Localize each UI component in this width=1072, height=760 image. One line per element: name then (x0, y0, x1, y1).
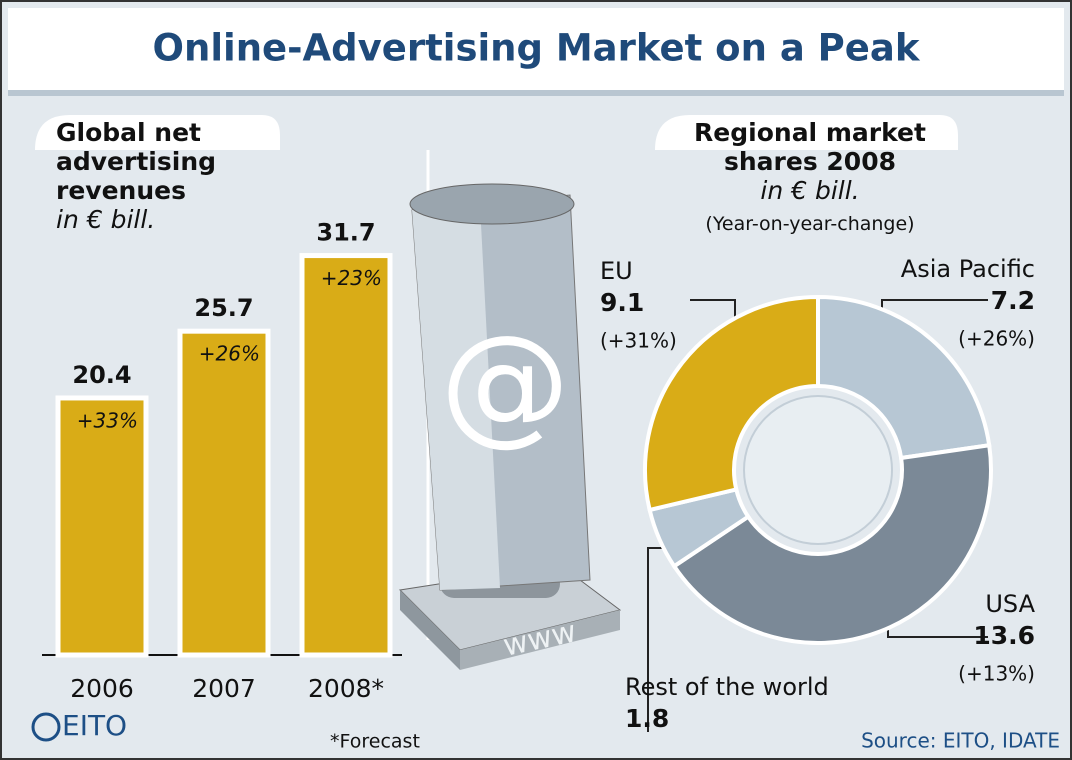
source: Source: EITO, IDATE (861, 729, 1060, 753)
bar-subtitle: in € bill. (56, 205, 156, 234)
bar-title: Global net advertising revenues (56, 118, 217, 205)
title-shadow (8, 90, 1064, 96)
logo: EITO (62, 709, 127, 742)
change-label: (+31%) (600, 329, 677, 353)
logo-globe (31, 712, 61, 742)
pillar-illustration: @ www (398, 183, 622, 670)
footnote: *Forecast (330, 731, 420, 753)
bar (177, 328, 271, 658)
pie-subtitle: in € bill. (760, 176, 860, 205)
change-label: (+26%) (958, 327, 1035, 351)
category-label: EU (600, 257, 633, 285)
donut-segment (816, 294, 992, 461)
value-label: 13.6 (973, 621, 1035, 650)
donut-segment (643, 294, 820, 513)
value-label: 1.8 (625, 704, 669, 733)
x-tick-label: 2007 (192, 674, 256, 703)
globe (743, 395, 893, 545)
change-label: (+13%) (958, 662, 1035, 686)
change-label: +33% (77, 408, 138, 432)
donut-segment (671, 442, 993, 645)
value-label: 25.7 (194, 294, 253, 322)
left-tab (35, 115, 280, 150)
value-label: 9.1 (600, 288, 644, 317)
value-label: 20.4 (72, 361, 131, 389)
value-label: 31.7 (316, 219, 375, 247)
x-tick-label: 2008* (308, 674, 384, 703)
category-label: Asia Pacific (901, 255, 1035, 283)
category-label: USA (985, 590, 1035, 618)
pie-title: Regional market shares 2008 (694, 118, 926, 176)
title: Online-Advertising Market on a Peak (153, 27, 921, 70)
title-band (8, 8, 1064, 90)
x-tick-label: 2006 (70, 674, 134, 703)
category-label: Rest of the world (625, 673, 829, 701)
pillar-symbol: @ (440, 307, 570, 459)
change-label: +23% (321, 266, 382, 290)
pie-note: (Year-on-year-change) (705, 213, 915, 235)
change-label: +26% (199, 342, 260, 366)
bar (299, 253, 393, 658)
bar (55, 395, 149, 658)
right-tab (655, 115, 958, 150)
value-label: 7.2 (991, 286, 1035, 315)
